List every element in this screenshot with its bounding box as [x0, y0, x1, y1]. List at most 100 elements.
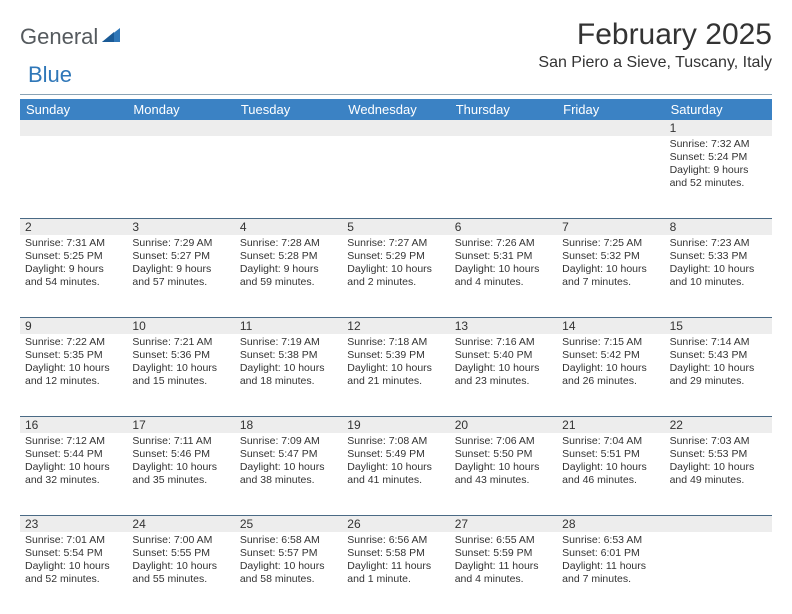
- dow-friday: Friday: [557, 99, 664, 120]
- day-number: 26: [342, 516, 449, 532]
- daylight-text: Daylight: 9 hours and 57 minutes.: [132, 263, 229, 289]
- day-number-row: 16171819202122: [20, 417, 772, 433]
- day-cell: Sunrise: 7:12 AMSunset: 5:44 PMDaylight:…: [20, 433, 127, 515]
- sunrise-text: Sunrise: 7:03 AM: [670, 435, 767, 448]
- day-cell: [127, 136, 234, 218]
- daylight-text: Daylight: 10 hours and 2 minutes.: [347, 263, 444, 289]
- sunrise-text: Sunrise: 7:18 AM: [347, 336, 444, 349]
- week-row: Sunrise: 7:22 AMSunset: 5:35 PM Daylight:…: [20, 334, 772, 417]
- month-title: February 2025: [538, 18, 772, 52]
- day-number: 22: [665, 417, 772, 433]
- day-cell: Sunrise: 6:56 AMSunset: 5:58 PMDaylight:…: [342, 532, 449, 614]
- daylight-text: Daylight: 10 hours and 23 minutes.: [455, 362, 552, 388]
- day-number: 14: [557, 318, 664, 334]
- sunset-text: Sunset: 5:35 PM: [25, 349, 122, 362]
- sunrise-text: Sunrise: 7:12 AM: [25, 435, 122, 448]
- day-cell: Sunrise: 6:53 AMSunset: 6:01 PMDaylight:…: [557, 532, 664, 614]
- sunrise-text: Sunrise: 7:29 AM: [132, 237, 229, 250]
- day-cell: Sunrise: 7:23 AMSunset: 5:33 PMDaylight:…: [665, 235, 772, 317]
- daylight-text: Daylight: 10 hours and 21 minutes.: [347, 362, 444, 388]
- daylight-text: Daylight: 10 hours and 26 minutes.: [562, 362, 659, 388]
- daylight-text: Daylight: 11 hours and 1 minute.: [347, 560, 444, 586]
- sunset-text: Sunset: 5:46 PM: [132, 448, 229, 461]
- daylight-text: Daylight: 10 hours and 35 minutes.: [132, 461, 229, 487]
- day-number: 4: [235, 219, 342, 235]
- sunrise-text: Sunrise: 7:19 AM: [240, 336, 337, 349]
- dow-saturday: Saturday: [665, 99, 772, 120]
- day-number: [127, 120, 234, 136]
- day-number: [342, 120, 449, 136]
- logo-triangle-icon: [102, 26, 124, 49]
- daylight-text: Daylight: 10 hours and 38 minutes.: [240, 461, 337, 487]
- daylight-text: Daylight: 10 hours and 58 minutes.: [240, 560, 337, 586]
- day-cell: Sunrise: 7:01 AMSunset: 5:54 PMDaylight:…: [20, 532, 127, 614]
- day-cell: Sunrise: 7:14 AMSunset: 5:43 PMDaylight:…: [665, 334, 772, 416]
- day-details: Sunrise: 7:27 AMSunset: 5:29 PMDaylight:…: [347, 237, 444, 290]
- daylight-text: Daylight: 10 hours and 41 minutes.: [347, 461, 444, 487]
- day-number: 23: [20, 516, 127, 532]
- sunset-text: Sunset: 5:31 PM: [455, 250, 552, 263]
- daylight-text: Daylight: 10 hours and 4 minutes.: [455, 263, 552, 289]
- sunset-text: Sunset: 5:44 PM: [25, 448, 122, 461]
- day-cell: Sunrise: 7:16 AMSunset: 5:40 PMDaylight:…: [450, 334, 557, 416]
- sunset-text: Sunset: 5:59 PM: [455, 547, 552, 560]
- day-cell: Sunrise: 7:00 AMSunset: 5:55 PMDaylight:…: [127, 532, 234, 614]
- day-details: Sunrise: 7:26 AMSunset: 5:31 PMDaylight:…: [455, 237, 552, 290]
- dow-wednesday: Wednesday: [342, 99, 449, 120]
- day-cell: Sunrise: 7:26 AMSunset: 5:31 PMDaylight:…: [450, 235, 557, 317]
- day-number: 15: [665, 318, 772, 334]
- sunrise-text: Sunrise: 7:23 AM: [670, 237, 767, 250]
- daylight-text: Daylight: 10 hours and 46 minutes.: [562, 461, 659, 487]
- sunset-text: Sunset: 5:50 PM: [455, 448, 552, 461]
- day-number: 27: [450, 516, 557, 532]
- sunset-text: Sunset: 5:40 PM: [455, 349, 552, 362]
- day-details: Sunrise: 7:11 AMSunset: 5:46 PMDaylight:…: [132, 435, 229, 488]
- sunrise-text: Sunrise: 7:21 AM: [132, 336, 229, 349]
- sunrise-text: Sunrise: 7:27 AM: [347, 237, 444, 250]
- dow-monday: Monday: [127, 99, 234, 120]
- sunset-text: Sunset: 5:51 PM: [562, 448, 659, 461]
- daylight-text: Daylight: 9 hours and 59 minutes.: [240, 263, 337, 289]
- day-number: [450, 120, 557, 136]
- day-details: Sunrise: 7:32 AMSunset: 5:24 PMDaylight:…: [670, 138, 767, 191]
- day-number-row: 2345678: [20, 219, 772, 235]
- day-number: [665, 516, 772, 532]
- sunrise-text: Sunrise: 7:16 AM: [455, 336, 552, 349]
- sunrise-text: Sunrise: 7:22 AM: [25, 336, 122, 349]
- day-number: 19: [342, 417, 449, 433]
- day-cell: [20, 136, 127, 218]
- logo-text-blue: Blue: [28, 62, 72, 88]
- logo-text-general: General: [20, 24, 98, 50]
- day-number: 21: [557, 417, 664, 433]
- day-cell: Sunrise: 7:04 AMSunset: 5:51 PMDaylight:…: [557, 433, 664, 515]
- day-details: Sunrise: 7:23 AMSunset: 5:33 PMDaylight:…: [670, 237, 767, 290]
- sunrise-text: Sunrise: 7:26 AM: [455, 237, 552, 250]
- day-number: 25: [235, 516, 342, 532]
- day-details: Sunrise: 7:09 AMSunset: 5:47 PMDaylight:…: [240, 435, 337, 488]
- daylight-text: Daylight: 10 hours and 52 minutes.: [25, 560, 122, 586]
- sunset-text: Sunset: 5:54 PM: [25, 547, 122, 560]
- day-cell: Sunrise: 6:58 AMSunset: 5:57 PMDaylight:…: [235, 532, 342, 614]
- day-number: 18: [235, 417, 342, 433]
- sunrise-text: Sunrise: 7:32 AM: [670, 138, 767, 151]
- daylight-text: Daylight: 10 hours and 7 minutes.: [562, 263, 659, 289]
- sunset-text: Sunset: 5:53 PM: [670, 448, 767, 461]
- daylight-text: Daylight: 10 hours and 10 minutes.: [670, 263, 767, 289]
- day-cell: Sunrise: 7:31 AMSunset: 5:25 PMDaylight:…: [20, 235, 127, 317]
- day-number: [557, 120, 664, 136]
- day-cell: [665, 532, 772, 614]
- day-cell: Sunrise: 7:29 AMSunset: 5:27 PMDaylight:…: [127, 235, 234, 317]
- day-number-row: 9101112131415: [20, 318, 772, 334]
- day-number: 6: [450, 219, 557, 235]
- sunrise-text: Sunrise: 7:00 AM: [132, 534, 229, 547]
- sunrise-text: Sunrise: 7:28 AM: [240, 237, 337, 250]
- sunrise-text: Sunrise: 6:56 AM: [347, 534, 444, 547]
- day-details: Sunrise: 7:18 AMSunset: 5:39 PMDaylight:…: [347, 336, 444, 389]
- sunrise-text: Sunrise: 7:14 AM: [670, 336, 767, 349]
- sunrise-text: Sunrise: 7:11 AM: [132, 435, 229, 448]
- day-details: Sunrise: 7:25 AMSunset: 5:32 PMDaylight:…: [562, 237, 659, 290]
- day-cell: Sunrise: 7:08 AMSunset: 5:49 PMDaylight:…: [342, 433, 449, 515]
- daylight-text: Daylight: 10 hours and 55 minutes.: [132, 560, 229, 586]
- day-number: 24: [127, 516, 234, 532]
- sunset-text: Sunset: 5:57 PM: [240, 547, 337, 560]
